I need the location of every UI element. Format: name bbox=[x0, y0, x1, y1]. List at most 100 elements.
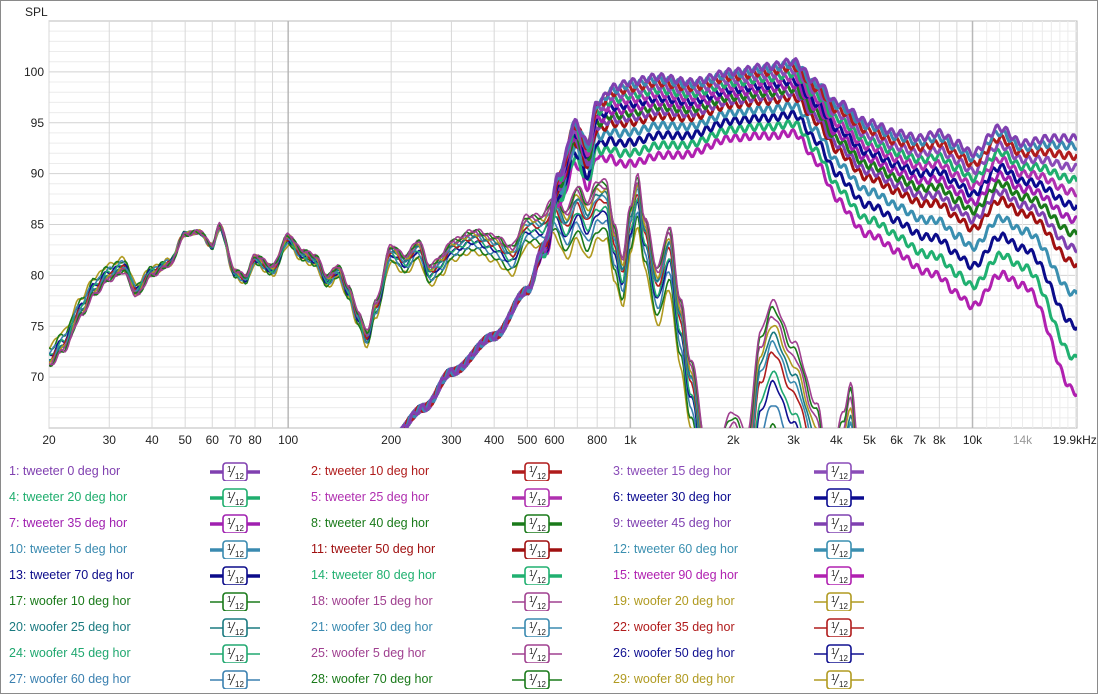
swatch-box bbox=[222, 566, 248, 585]
legend-item[interactable]: 13: tweeter 70 deg hor bbox=[9, 568, 135, 582]
legend-item[interactable]: 20: woofer 25 deg hor bbox=[9, 620, 131, 634]
smoothing-numerator: 1 bbox=[529, 595, 534, 604]
smoothing-numerator: 1 bbox=[831, 491, 836, 500]
x-tick-label: 5k bbox=[863, 433, 877, 447]
smoothing-badge[interactable]: 112 bbox=[209, 461, 261, 481]
smoothing-badge[interactable]: 112 bbox=[511, 565, 563, 585]
smoothing-badge[interactable]: 112 bbox=[511, 591, 563, 611]
smoothing-denominator: 12 bbox=[537, 550, 546, 559]
legend-item[interactable]: 21: woofer 30 deg hor bbox=[311, 620, 433, 634]
swatch-box bbox=[826, 592, 852, 611]
legend-item[interactable]: 2: tweeter 10 deg hor bbox=[311, 464, 430, 478]
smoothing-badge[interactable]: 112 bbox=[813, 487, 865, 507]
legend-item[interactable]: 7: tweeter 35 deg hor bbox=[9, 516, 128, 530]
smoothing-badge[interactable]: 112 bbox=[511, 617, 563, 637]
smoothing-badge[interactable]: 112 bbox=[511, 643, 563, 663]
smoothing-numerator: 1 bbox=[529, 673, 534, 682]
smoothing-badge[interactable]: 112 bbox=[209, 643, 261, 663]
y-axis-ticks: 70 75 80 85 90 95 100 bbox=[24, 65, 44, 384]
x-tick-label: 30 bbox=[103, 433, 117, 447]
smoothing-slash bbox=[833, 569, 840, 582]
smoothing-numerator: 1 bbox=[529, 517, 534, 526]
smoothing-badge[interactable]: 112 bbox=[511, 539, 563, 559]
smoothing-numerator: 1 bbox=[529, 569, 534, 578]
x-tick-label: 70 bbox=[228, 433, 242, 447]
smoothing-badge[interactable]: 112 bbox=[209, 565, 261, 585]
smoothing-denominator: 12 bbox=[235, 472, 244, 481]
legend-item[interactable]: 12: tweeter 60 deg hor bbox=[613, 542, 739, 556]
x-tick-label: 20 bbox=[42, 433, 56, 447]
smoothing-badge[interactable]: 112 bbox=[813, 565, 865, 585]
swatch-box bbox=[222, 618, 248, 637]
legend-item[interactable]: 26: woofer 50 deg hor bbox=[613, 646, 735, 660]
legend-item[interactable]: 17: woofer 10 deg hor bbox=[9, 594, 131, 608]
smoothing-badge[interactable]: 112 bbox=[813, 643, 865, 663]
legend-item[interactable]: 25: woofer 5 deg hor bbox=[311, 646, 426, 660]
smoothing-badge[interactable]: 112 bbox=[209, 669, 261, 689]
legend-item[interactable]: 22: woofer 35 deg hor bbox=[613, 620, 735, 634]
x-tick-label: 500 bbox=[517, 433, 537, 447]
legend-item[interactable]: 9: tweeter 45 deg hor bbox=[613, 516, 732, 530]
x-tick-label: 400 bbox=[484, 433, 504, 447]
legend-item[interactable]: 4: tweeter 20 deg hor bbox=[9, 490, 128, 504]
legend-item[interactable]: 3: tweeter 15 deg hor bbox=[613, 464, 732, 478]
smoothing-numerator: 1 bbox=[227, 621, 232, 630]
smoothing-slash bbox=[833, 543, 840, 556]
legend-item[interactable]: 18: woofer 15 deg hor bbox=[311, 594, 433, 608]
swatch-box bbox=[524, 644, 550, 663]
smoothing-badge[interactable]: 112 bbox=[511, 513, 563, 533]
smoothing-badge[interactable]: 112 bbox=[209, 617, 261, 637]
smoothing-slash bbox=[531, 517, 538, 530]
legend-item[interactable]: 6: tweeter 30 deg hor bbox=[613, 490, 732, 504]
swatch-box bbox=[524, 618, 550, 637]
legend-item[interactable]: 10: tweeter 5 deg hor bbox=[9, 542, 128, 556]
legend-item[interactable]: 8: tweeter 40 deg hor bbox=[311, 516, 430, 530]
smoothing-slash bbox=[229, 673, 236, 686]
smoothing-denominator: 12 bbox=[839, 472, 848, 481]
smoothing-badge[interactable]: 112 bbox=[813, 513, 865, 533]
smoothing-slash bbox=[531, 673, 538, 686]
smoothing-numerator: 1 bbox=[529, 491, 534, 500]
legend-item[interactable]: 29: woofer 80 deg hor bbox=[613, 672, 735, 686]
smoothing-numerator: 1 bbox=[831, 595, 836, 604]
smoothing-denominator: 12 bbox=[235, 550, 244, 559]
smoothing-denominator: 12 bbox=[235, 680, 244, 689]
smoothing-slash bbox=[833, 491, 840, 504]
smoothing-badge[interactable]: 112 bbox=[511, 461, 563, 481]
legend-item[interactable]: 15: tweeter 90 deg hor bbox=[613, 568, 739, 582]
legend-item[interactable]: 1: tweeter 0 deg hor bbox=[9, 464, 121, 478]
smoothing-denominator: 12 bbox=[537, 472, 546, 481]
smoothing-badge[interactable]: 112 bbox=[209, 487, 261, 507]
x-tick-label: 100 bbox=[278, 433, 298, 447]
smoothing-denominator: 12 bbox=[537, 628, 546, 637]
smoothing-badge[interactable]: 112 bbox=[813, 669, 865, 689]
smoothing-badge[interactable]: 112 bbox=[511, 487, 563, 507]
smoothing-slash bbox=[229, 595, 236, 608]
smoothing-denominator: 12 bbox=[839, 524, 848, 533]
legend-item[interactable]: 27: woofer 60 deg hor bbox=[9, 672, 131, 686]
legend-item[interactable]: 5: tweeter 25 deg hor bbox=[311, 490, 430, 504]
smoothing-denominator: 12 bbox=[537, 654, 546, 663]
x-tick-label: 200 bbox=[381, 433, 401, 447]
smoothing-badge[interactable]: 112 bbox=[209, 591, 261, 611]
smoothing-denominator: 12 bbox=[839, 498, 848, 507]
y-tick-label: 85 bbox=[31, 218, 45, 232]
smoothing-badge[interactable]: 112 bbox=[813, 591, 865, 611]
smoothing-numerator: 1 bbox=[831, 673, 836, 682]
legend-item[interactable]: 11: tweeter 50 deg hor bbox=[311, 542, 436, 556]
x-tick-label: 60 bbox=[206, 433, 220, 447]
legend-item[interactable]: 28: woofer 70 deg hor bbox=[311, 672, 433, 686]
x-tick-label: 2k bbox=[727, 433, 741, 447]
legend-item[interactable]: 19: woofer 20 deg hor bbox=[613, 594, 735, 608]
legend-item[interactable]: 14: tweeter 80 deg hor bbox=[311, 568, 437, 582]
smoothing-badge[interactable]: 112 bbox=[209, 513, 261, 533]
smoothing-badge[interactable]: 112 bbox=[209, 539, 261, 559]
smoothing-badge[interactable]: 112 bbox=[511, 669, 563, 689]
smoothing-badge[interactable]: 112 bbox=[813, 617, 865, 637]
curves bbox=[49, 57, 1077, 428]
smoothing-numerator: 1 bbox=[227, 465, 232, 474]
legend-item[interactable]: 24: woofer 45 deg hor bbox=[9, 646, 131, 660]
smoothing-badge[interactable]: 112 bbox=[813, 539, 865, 559]
smoothing-denominator: 12 bbox=[537, 680, 546, 689]
smoothing-badge[interactable]: 112 bbox=[813, 461, 865, 481]
